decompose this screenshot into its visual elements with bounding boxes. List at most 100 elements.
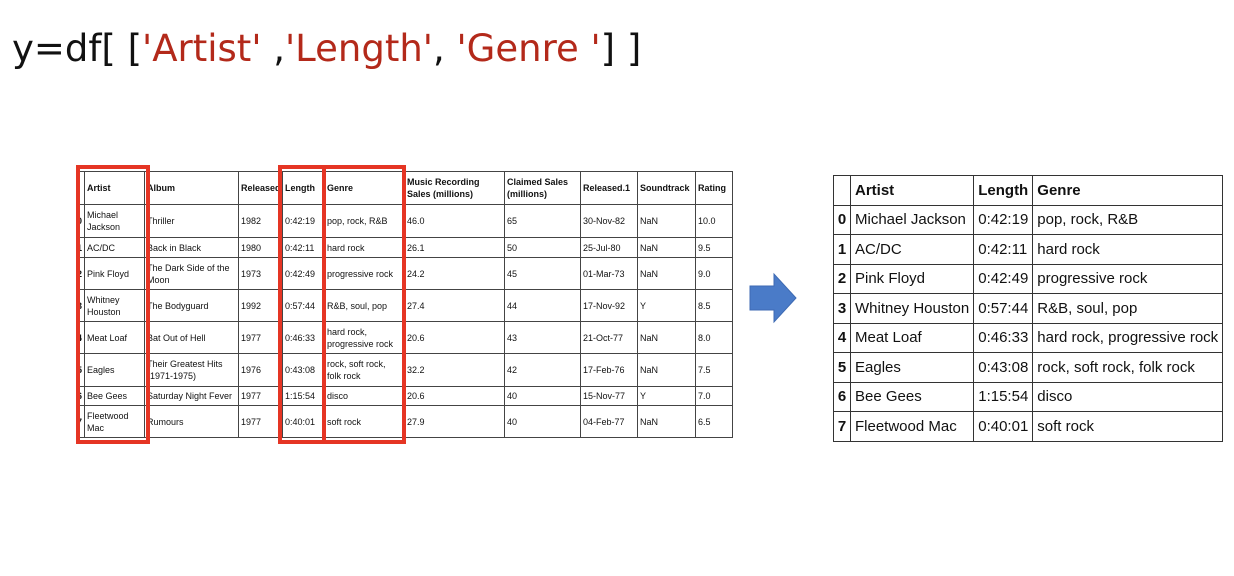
result-table-row: 3 Whitney Houston 0:57:44 R&B, soul, pop (833, 293, 1224, 324)
result-table-cell: disco (1032, 381, 1224, 412)
result-table-cell: 0:40:01 (973, 411, 1034, 442)
source-row-index: 4 (76, 321, 85, 354)
source-table-cell: 65 (504, 204, 581, 238)
source-table-cell: 27.4 (404, 289, 505, 322)
code-string-length: 'Length' (285, 27, 433, 70)
result-table-cell: 0:42:49 (973, 263, 1034, 294)
source-row-index: 1 (76, 237, 85, 258)
source-table-cell: 0:42:49 (282, 257, 325, 290)
result-table: Artist Length Genre 0 Michael Jackson 0:42:1… (833, 175, 1224, 442)
result-table-cell: hard rock, progressive rock (1032, 322, 1224, 353)
result-table-cell: Pink Floyd (849, 263, 975, 294)
source-table-cell: 30-Nov-82 (580, 204, 638, 238)
source-table-cell: Eagles (84, 353, 145, 387)
result-table-cell: Fleetwood Mac (849, 411, 975, 442)
source-table-cell: 32.2 (404, 353, 505, 387)
source-table-cell: 7.0 (695, 386, 733, 406)
source-table-row: 7 Fleetwood Mac Rumours 1977 0:40:01 soft roc… (76, 405, 733, 438)
source-row-index: 0 (76, 204, 85, 238)
source-table-cell: 8.0 (695, 321, 733, 354)
result-table-cell: Bee Gees (849, 381, 975, 412)
result-table-cell: hard rock (1032, 234, 1224, 265)
source-table-cell: 43 (504, 321, 581, 354)
source-table-row: 4 Meat Loaf Bat Out of Hell 1977 0:46:33 hard… (76, 321, 733, 354)
result-table-cell: Michael Jackson (849, 204, 975, 235)
source-table-cell: Rumours (144, 405, 239, 438)
source-table-cell: Whitney Houston (84, 289, 145, 322)
source-table-cell: NaN (637, 257, 696, 290)
source-table: Artist Album Released Length Genre Music Reco… (76, 171, 733, 438)
source-column-header: Music Recording Sales (millions) (404, 171, 505, 205)
source-table-cell: 50 (504, 237, 581, 258)
source-column-header: Album (144, 171, 239, 205)
source-table-cell: 20.6 (404, 321, 505, 354)
result-table-cell: Meat Loaf (849, 322, 975, 353)
source-table-cell: 17-Nov-92 (580, 289, 638, 322)
source-table-cell: 7.5 (695, 353, 733, 387)
source-table-cell: Meat Loaf (84, 321, 145, 354)
source-table-cell: 1982 (238, 204, 283, 238)
source-table-cell: 1977 (238, 321, 283, 354)
source-table-cell: 1977 (238, 405, 283, 438)
result-table-cell: Eagles (849, 352, 975, 383)
source-table-row: 1 AC/DC Back in Black 1980 0:42:11 hard rock 2… (76, 237, 733, 258)
source-table-cell: Michael Jackson (84, 204, 145, 238)
source-row-index: 5 (76, 353, 85, 387)
result-table-row: 4 Meat Loaf 0:46:33 hard rock, progressive … (833, 322, 1224, 353)
code-snippet: y=df[ ['Artist' ,'Length', 'Genre '] ] (12, 24, 641, 74)
source-table-cell: AC/DC (84, 237, 145, 258)
result-table-row: 6 Bee Gees 1:15:54 disco (833, 381, 1224, 412)
result-column-header: Genre (1032, 175, 1224, 206)
source-table-row: 2 Pink Floyd The Dark Side of the Moon 1973… (76, 257, 733, 290)
code-separator: , (432, 27, 457, 70)
source-table-cell: Y (637, 386, 696, 406)
result-table-cell: R&B, soul, pop (1032, 293, 1224, 324)
result-row-index: 5 (833, 352, 851, 383)
source-table-cell: 26.1 (404, 237, 505, 258)
result-row-index: 4 (833, 322, 851, 353)
source-row-index: 3 (76, 289, 85, 322)
source-table-cell: Y (637, 289, 696, 322)
source-table-cell: progressive rock (324, 257, 405, 290)
source-table-cell: 04-Feb-77 (580, 405, 638, 438)
source-table-cell: The Dark Side of the Moon (144, 257, 239, 290)
source-column-header (76, 171, 85, 205)
source-column-header: Artist (84, 171, 145, 205)
source-table-cell: NaN (637, 405, 696, 438)
result-row-index: 6 (833, 381, 851, 412)
source-table-cell: 6.5 (695, 405, 733, 438)
result-column-header: Length (973, 175, 1034, 206)
source-table-cell: 0:43:08 (282, 353, 325, 387)
source-table-cell: 17-Feb-76 (580, 353, 638, 387)
source-table-cell: 40 (504, 405, 581, 438)
source-table-cell: Bee Gees (84, 386, 145, 406)
code-prefix: y=df[ [ (12, 27, 143, 70)
source-table-cell: 27.9 (404, 405, 505, 438)
source-table-cell: 25-Jul-80 (580, 237, 638, 258)
source-table-cell: Fleetwood Mac (84, 405, 145, 438)
source-table-cell: hard rock, progressive rock (324, 321, 405, 354)
source-table-cell: 10.0 (695, 204, 733, 238)
source-table-cell: 45 (504, 257, 581, 290)
code-suffix: ] ] (600, 27, 642, 70)
result-table-cell: 0:42:11 (973, 234, 1034, 265)
source-table-cell: rock, soft rock, folk rock (324, 353, 405, 387)
result-row-index: 2 (833, 263, 851, 294)
result-table-cell: 1:15:54 (973, 381, 1034, 412)
source-table-cell: 9.5 (695, 237, 733, 258)
source-header-row: Artist Album Released Length Genre Music Reco… (76, 171, 733, 205)
source-table-cell: NaN (637, 353, 696, 387)
result-table-cell: Whitney Houston (849, 293, 975, 324)
result-table-cell: 0:42:19 (973, 204, 1034, 235)
result-table-cell: 0:43:08 (973, 352, 1034, 383)
source-table-cell: 1973 (238, 257, 283, 290)
source-table-cell: R&B, soul, pop (324, 289, 405, 322)
result-table-row: 0 Michael Jackson 0:42:19 pop, rock, R&B (833, 204, 1224, 235)
source-column-header: Length (282, 171, 325, 205)
source-table-cell: 01-Mar-73 (580, 257, 638, 290)
code-string-artist: 'Artist' (142, 27, 262, 70)
source-table-cell: 1976 (238, 353, 283, 387)
source-table-cell: 24.2 (404, 257, 505, 290)
source-table-cell: Bat Out of Hell (144, 321, 239, 354)
source-table-cell: disco (324, 386, 405, 406)
